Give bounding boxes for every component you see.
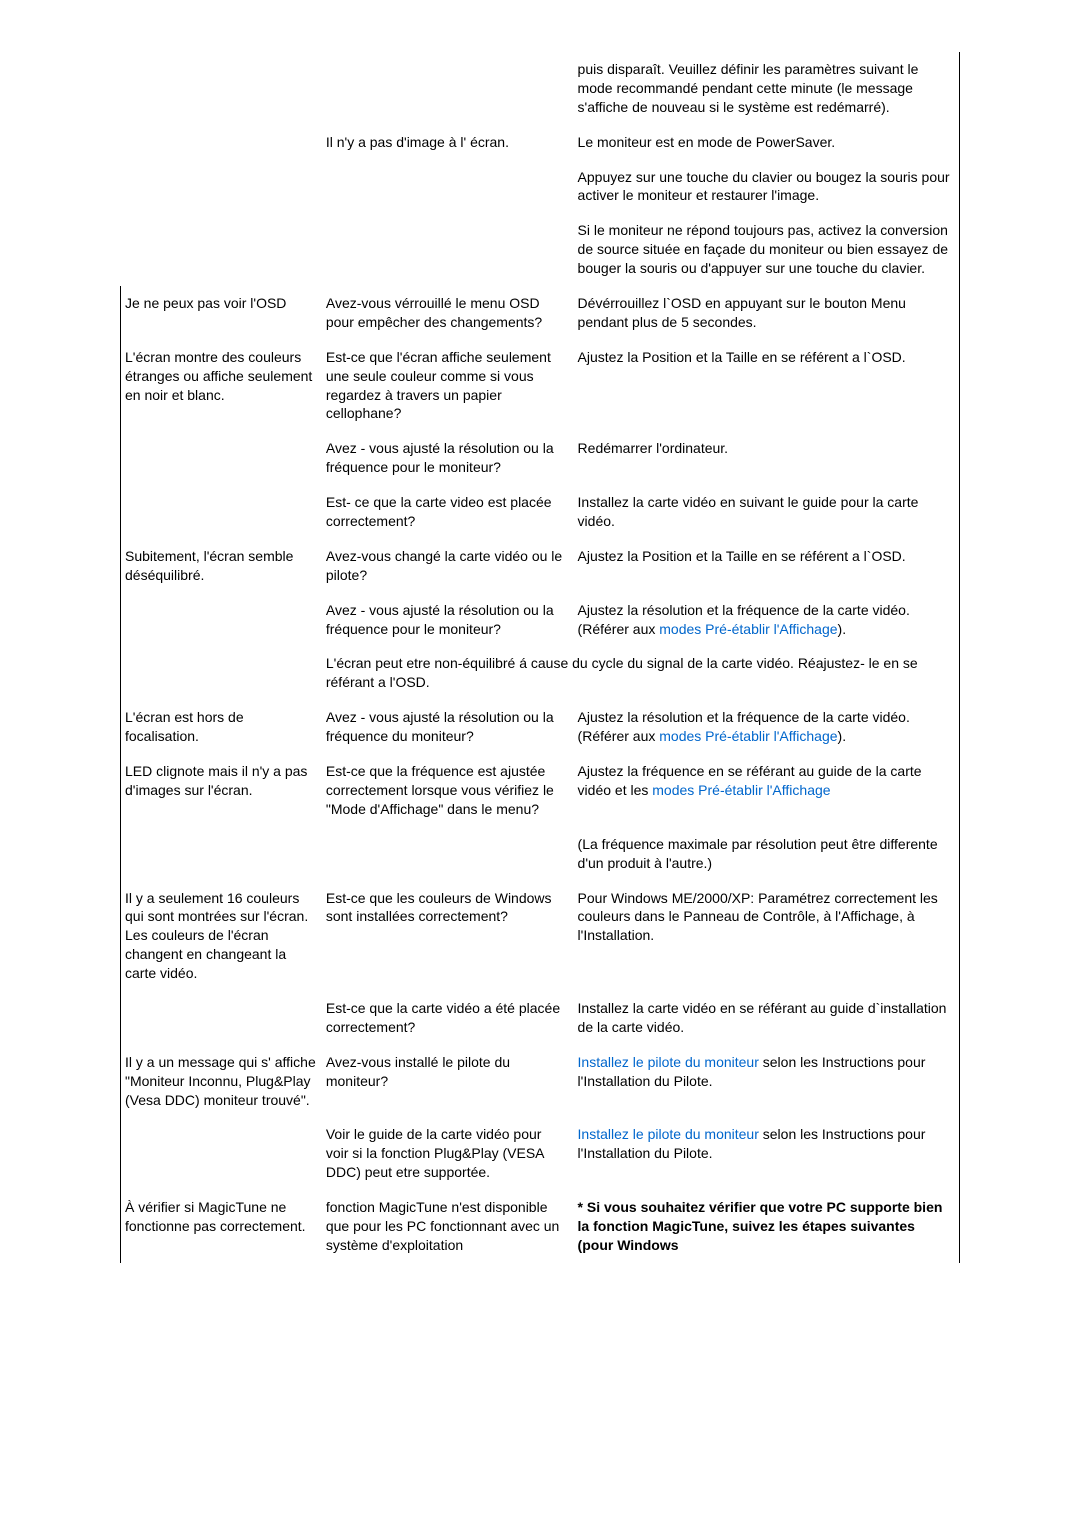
question-cell bbox=[322, 213, 574, 286]
question-cell: Avez-vous changé la carte vidéo ou le pi… bbox=[322, 539, 574, 593]
symptom-cell bbox=[121, 646, 322, 700]
solution-cell: Dévérrouillez l`OSD en appuyant sur le b… bbox=[574, 286, 960, 340]
solution-cell: Installez la carte vidéo en se référant … bbox=[574, 991, 960, 1045]
table-row: Je ne peux pas voir l'OSDAvez-vous vérro… bbox=[121, 286, 960, 340]
inline-link[interactable]: Installez le pilote du moniteur bbox=[578, 1054, 759, 1070]
symptom-cell bbox=[121, 991, 322, 1045]
symptom-cell bbox=[121, 593, 322, 647]
question-cell: Est-ce que la fréquence est ajustée corr… bbox=[322, 754, 574, 827]
document-page: puis disparaît. Veuillez définir les par… bbox=[0, 0, 1080, 1528]
question-cell bbox=[322, 160, 574, 214]
question-cell: Avez-vous vérrouillé le menu OSD pour em… bbox=[322, 286, 574, 340]
symptom-cell: L'écran montre des couleurs étranges ou … bbox=[121, 340, 322, 432]
table-row: Avez - vous ajusté la résolution ou la f… bbox=[121, 431, 960, 485]
table-row: Subitement, l'écran semble déséquilibré.… bbox=[121, 539, 960, 593]
table-row: Il y a seulement 16 couleurs qui sont mo… bbox=[121, 881, 960, 991]
solution-cell: Ajustez la fréquence en se référant au g… bbox=[574, 754, 960, 827]
question-cell: Voir le guide de la carte vidéo pour voi… bbox=[322, 1117, 574, 1190]
symptom-cell bbox=[121, 52, 322, 125]
solution-cell: Installez le pilote du moniteur selon le… bbox=[574, 1045, 960, 1118]
solution-cell: puis disparaît. Veuillez définir les par… bbox=[574, 52, 960, 125]
table-row: Il y a un message qui s' affiche "Monite… bbox=[121, 1045, 960, 1118]
symptom-cell bbox=[121, 213, 322, 286]
question-cell: Il n'y a pas d'image à l' écran. bbox=[322, 125, 574, 160]
table-row: L'écran peut etre non-équilibré á cause … bbox=[121, 646, 960, 700]
table-row: Si le moniteur ne répond toujours pas, a… bbox=[121, 213, 960, 286]
table-row: Voir le guide de la carte vidéo pour voi… bbox=[121, 1117, 960, 1190]
inline-link[interactable]: Installez le pilote du moniteur bbox=[578, 1126, 759, 1142]
question-cell: fonction MagicTune n'est disponible que … bbox=[322, 1190, 574, 1263]
inline-link[interactable]: modes Pré-établir l'Affichage bbox=[659, 728, 837, 744]
table-row: L'écran est hors de focalisation.Avez - … bbox=[121, 700, 960, 754]
symptom-cell bbox=[121, 827, 322, 881]
symptom-cell: Je ne peux pas voir l'OSD bbox=[121, 286, 322, 340]
solution-cell: (La fréquence maximale par résolution pe… bbox=[574, 827, 960, 881]
table-row: Est-ce que la carte vidéo a été placée c… bbox=[121, 991, 960, 1045]
question-cell: Est-ce que les couleurs de Windows sont … bbox=[322, 881, 574, 991]
question-cell bbox=[322, 52, 574, 125]
solution-cell: Ajustez la résolution et la fréquence de… bbox=[574, 700, 960, 754]
solution-cell: Appuyez sur une touche du clavier ou bou… bbox=[574, 160, 960, 214]
question-cell: Est- ce que la carte video est placée co… bbox=[322, 485, 574, 539]
solution-cell: Installez la carte vidéo en suivant le g… bbox=[574, 485, 960, 539]
symptom-cell: À vérifier si MagicTune ne fonctionne pa… bbox=[121, 1190, 322, 1263]
question-cell: Est-ce que l'écran affiche seulement une… bbox=[322, 340, 574, 432]
question-cell: Avez-vous installé le pilote du moniteur… bbox=[322, 1045, 574, 1118]
table-row: Appuyez sur une touche du clavier ou bou… bbox=[121, 160, 960, 214]
table-row: puis disparaît. Veuillez définir les par… bbox=[121, 52, 960, 125]
solution-cell: Ajustez la Position et la Taille en se r… bbox=[574, 539, 960, 593]
question-cell: Avez - vous ajusté la résolution ou la f… bbox=[322, 700, 574, 754]
question-cell bbox=[322, 827, 574, 881]
symptom-cell: L'écran est hors de focalisation. bbox=[121, 700, 322, 754]
symptom-cell bbox=[121, 1117, 322, 1190]
solution-cell: * Si vous souhaitez vérifier que votre P… bbox=[574, 1190, 960, 1263]
symptom-cell bbox=[121, 431, 322, 485]
table-row: Il n'y a pas d'image à l' écran.Le monit… bbox=[121, 125, 960, 160]
solution-cell: Ajustez la résolution et la fréquence de… bbox=[574, 593, 960, 647]
question-cell: Avez - vous ajusté la résolution ou la f… bbox=[322, 593, 574, 647]
table-row: À vérifier si MagicTune ne fonctionne pa… bbox=[121, 1190, 960, 1263]
symptom-cell: Il y a seulement 16 couleurs qui sont mo… bbox=[121, 881, 322, 991]
bold-text: * Si vous souhaitez vérifier que votre P… bbox=[578, 1199, 943, 1253]
symptom-cell bbox=[121, 160, 322, 214]
table-row: Est- ce que la carte video est placée co… bbox=[121, 485, 960, 539]
table-row: Avez - vous ajusté la résolution ou la f… bbox=[121, 593, 960, 647]
symptom-cell: Subitement, l'écran semble déséquilibré. bbox=[121, 539, 322, 593]
inline-link[interactable]: modes Pré-établir l'Affichage bbox=[652, 782, 830, 798]
note-cell: L'écran peut etre non-équilibré á cause … bbox=[322, 646, 960, 700]
table-row: (La fréquence maximale par résolution pe… bbox=[121, 827, 960, 881]
solution-cell: Installez le pilote du moniteur selon le… bbox=[574, 1117, 960, 1190]
symptom-cell: Il y a un message qui s' affiche "Monite… bbox=[121, 1045, 322, 1118]
inline-link[interactable]: modes Pré-établir l'Affichage bbox=[659, 621, 837, 637]
table-row: L'écran montre des couleurs étranges ou … bbox=[121, 340, 960, 432]
solution-cell: Ajustez la Position et la Taille en se r… bbox=[574, 340, 960, 432]
symptom-cell bbox=[121, 485, 322, 539]
table-row: LED clignote mais il n'y a pas d'images … bbox=[121, 754, 960, 827]
solution-cell: Le moniteur est en mode de PowerSaver. bbox=[574, 125, 960, 160]
solution-cell: Redémarrer l'ordinateur. bbox=[574, 431, 960, 485]
symptom-cell bbox=[121, 125, 322, 160]
solution-cell: Pour Windows ME/2000/XP: Paramétrez corr… bbox=[574, 881, 960, 991]
question-cell: Avez - vous ajusté la résolution ou la f… bbox=[322, 431, 574, 485]
solution-cell: Si le moniteur ne répond toujours pas, a… bbox=[574, 213, 960, 286]
question-cell: Est-ce que la carte vidéo a été placée c… bbox=[322, 991, 574, 1045]
symptom-cell: LED clignote mais il n'y a pas d'images … bbox=[121, 754, 322, 827]
troubleshooting-table: puis disparaît. Veuillez définir les par… bbox=[120, 52, 960, 1263]
